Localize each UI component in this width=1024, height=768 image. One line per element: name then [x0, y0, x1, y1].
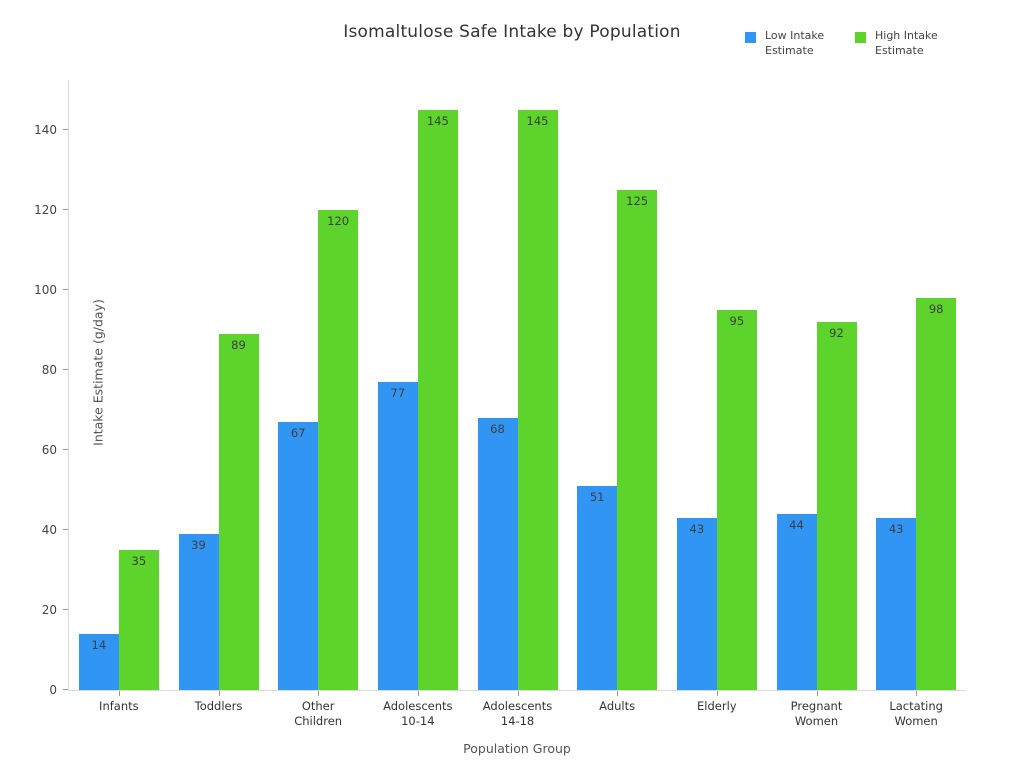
legend-swatch-high-icon [855, 32, 866, 43]
bar-high-intake: 95 [716, 310, 757, 690]
bar-value-label: 35 [131, 554, 147, 568]
y-tick-mark [63, 609, 68, 610]
bar-value-label: 67 [290, 426, 306, 440]
y-axis-title: Intake Estimate (g/day) [90, 299, 106, 446]
bar-high-intake: 125 [617, 190, 658, 690]
bar-value-label: 120 [327, 214, 350, 228]
y-tick-mark [63, 689, 68, 690]
y-tick-mark [63, 209, 68, 210]
x-tick-mark [417, 691, 419, 696]
x-tick-mark [517, 691, 519, 696]
bar-low-intake: 39 [178, 534, 219, 690]
bar-group: 43 95 [676, 310, 757, 690]
x-tick-mark [617, 691, 619, 696]
bar-value-label: 98 [928, 302, 944, 316]
x-category-label: Pregnant Women [790, 699, 843, 728]
legend-item-high-intake: High Intake Estimate [855, 28, 941, 58]
chart-title: Isomaltulose Safe Intake by Population [343, 22, 681, 42]
bar-value-label: 51 [589, 490, 605, 504]
x-category-label: Infants [99, 699, 139, 713]
x-category-label: Lactating Women [889, 699, 943, 728]
bar-low-intake: 43 [676, 518, 717, 690]
bar-value-label: 145 [426, 114, 449, 128]
x-category-label: Adults [599, 699, 636, 713]
legend-swatch-low-icon [745, 32, 756, 43]
bar-value-label: 44 [789, 518, 804, 532]
bar-value-label: 89 [231, 338, 246, 352]
bar-high-intake: 145 [417, 110, 458, 690]
bar-value-label: 145 [526, 114, 549, 128]
x-axis-title: Population Group [463, 741, 571, 756]
bar-value-label: 14 [91, 638, 107, 652]
x-category-label: Adolescents 14-18 [482, 699, 553, 728]
bar-high-intake: 35 [118, 550, 159, 690]
y-tick-mark [63, 129, 68, 130]
x-tick-mark [318, 691, 320, 696]
bar-group: 77 145 [377, 110, 458, 690]
bar-low-intake: 67 [278, 422, 319, 690]
y-tick-label: 0 [49, 683, 57, 697]
x-tick-mark [916, 691, 918, 696]
y-tick-label: 60 [41, 443, 57, 457]
bar-group: 67 120 [278, 210, 359, 690]
bar-value-label: 95 [729, 314, 745, 328]
bar-low-intake: 43 [876, 518, 917, 690]
legend: Low Intake Estimate High Intake Estimate [745, 28, 941, 58]
bar-group: 43 98 [876, 298, 957, 690]
bar-value-label: 43 [888, 522, 904, 536]
x-tick-mark [218, 691, 220, 696]
y-tick-label: 100 [34, 283, 57, 297]
legend-label: High Intake Estimate [875, 29, 938, 57]
x-tick-mark [118, 691, 120, 696]
x-tick-mark [816, 691, 818, 696]
bar-group: 51 125 [577, 190, 658, 690]
bar-low-intake: 44 [776, 514, 817, 690]
y-tick-label: 140 [34, 123, 57, 137]
bar-group: 44 92 [776, 322, 857, 690]
bar-value-label: 39 [191, 538, 206, 552]
y-tick-mark [63, 289, 68, 290]
y-tick-label: 40 [41, 523, 57, 537]
bar-low-intake: 51 [577, 486, 618, 690]
bar-high-intake: 120 [318, 210, 359, 690]
legend-item-low-intake: Low Intake Estimate [745, 28, 831, 58]
bar-value-label: 43 [689, 522, 705, 536]
plot-area: Intake Estimate (g/day) 0 20 40 60 80 100 120 1… [34, 80, 966, 728]
bar-value-label: 68 [490, 422, 505, 436]
y-tick-label: 120 [34, 203, 57, 217]
y-tick-mark [63, 369, 68, 370]
x-category-label: Toddlers [194, 699, 243, 713]
bar-value-label: 77 [390, 386, 406, 400]
bar-group: 14 35 [78, 550, 159, 690]
bar-group: 68 145 [477, 110, 558, 690]
x-category-label: Adolescents 10-14 [383, 699, 453, 728]
bar-low-intake: 77 [377, 382, 418, 690]
bar-value-label: 125 [626, 194, 649, 208]
legend-label: Low Intake Estimate [765, 29, 825, 57]
bar-low-intake: 14 [78, 634, 119, 690]
bar-group: 39 89 [178, 334, 259, 690]
x-category-label: Elderly [697, 699, 737, 713]
bar-high-intake: 89 [218, 334, 259, 690]
bar-high-intake: 98 [916, 298, 957, 690]
bar-value-label: 92 [829, 326, 844, 340]
y-tick-mark [63, 529, 68, 530]
y-tick-mark [63, 449, 68, 450]
bar-high-intake: 145 [517, 110, 558, 690]
x-category-label: Other Children [294, 699, 343, 728]
y-tick-label: 20 [41, 603, 57, 617]
y-tick-label: 80 [41, 363, 57, 377]
x-tick-mark [716, 691, 718, 696]
bar-high-intake: 92 [816, 322, 857, 690]
bar-low-intake: 68 [477, 418, 518, 690]
